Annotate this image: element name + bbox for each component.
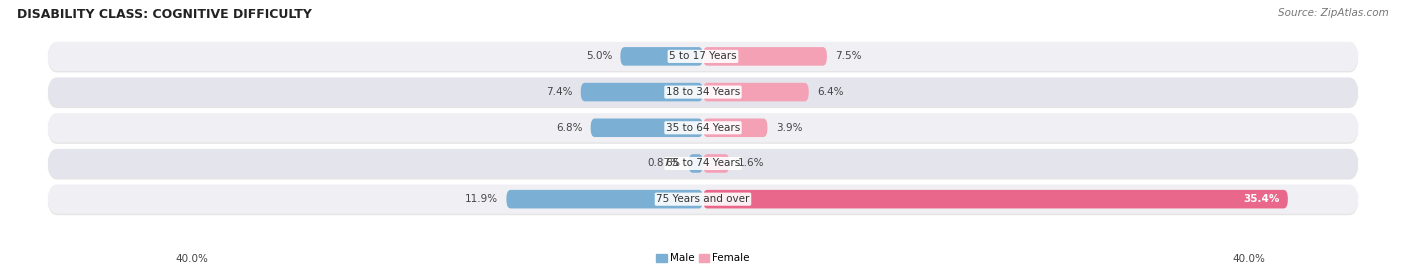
Text: 40.0%: 40.0% (176, 254, 208, 264)
Text: 11.9%: 11.9% (465, 194, 498, 204)
Text: DISABILITY CLASS: COGNITIVE DIFFICULTY: DISABILITY CLASS: COGNITIVE DIFFICULTY (17, 8, 312, 21)
FancyBboxPatch shape (48, 113, 1358, 142)
Text: 35.4%: 35.4% (1243, 194, 1279, 204)
FancyBboxPatch shape (703, 47, 827, 66)
FancyBboxPatch shape (48, 43, 1358, 72)
Text: 6.8%: 6.8% (555, 123, 582, 133)
Text: 0.87%: 0.87% (647, 158, 681, 168)
FancyBboxPatch shape (48, 149, 1358, 178)
Text: 3.9%: 3.9% (776, 123, 803, 133)
Legend: Male, Female: Male, Female (652, 249, 754, 267)
Text: Source: ZipAtlas.com: Source: ZipAtlas.com (1278, 8, 1389, 18)
FancyBboxPatch shape (620, 47, 703, 66)
Text: 1.6%: 1.6% (738, 158, 765, 168)
Text: 35 to 64 Years: 35 to 64 Years (666, 123, 740, 133)
FancyBboxPatch shape (703, 190, 1288, 208)
Text: 5.0%: 5.0% (586, 51, 612, 61)
FancyBboxPatch shape (48, 186, 1358, 215)
FancyBboxPatch shape (48, 42, 1358, 71)
FancyBboxPatch shape (48, 185, 1358, 214)
FancyBboxPatch shape (48, 115, 1358, 144)
Text: 65 to 74 Years: 65 to 74 Years (666, 158, 740, 168)
Text: 40.0%: 40.0% (1233, 254, 1265, 264)
FancyBboxPatch shape (703, 83, 808, 101)
FancyBboxPatch shape (689, 154, 703, 173)
Text: 18 to 34 Years: 18 to 34 Years (666, 87, 740, 97)
FancyBboxPatch shape (48, 150, 1358, 179)
Text: 6.4%: 6.4% (817, 87, 844, 97)
Text: 7.4%: 7.4% (546, 87, 572, 97)
FancyBboxPatch shape (591, 118, 703, 137)
FancyBboxPatch shape (48, 77, 1358, 107)
FancyBboxPatch shape (703, 154, 730, 173)
FancyBboxPatch shape (581, 83, 703, 101)
FancyBboxPatch shape (48, 79, 1358, 108)
Text: 75 Years and over: 75 Years and over (657, 194, 749, 204)
Text: 5 to 17 Years: 5 to 17 Years (669, 51, 737, 61)
FancyBboxPatch shape (703, 118, 768, 137)
Text: 7.5%: 7.5% (835, 51, 862, 61)
FancyBboxPatch shape (506, 190, 703, 208)
